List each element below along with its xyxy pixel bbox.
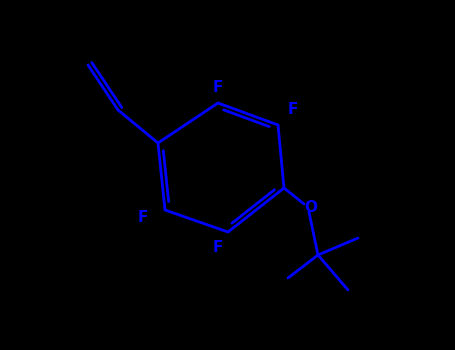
Text: F: F	[138, 210, 148, 225]
Text: F: F	[213, 240, 223, 256]
Text: F: F	[213, 80, 223, 96]
Text: F: F	[288, 103, 298, 118]
Text: O: O	[304, 199, 318, 215]
